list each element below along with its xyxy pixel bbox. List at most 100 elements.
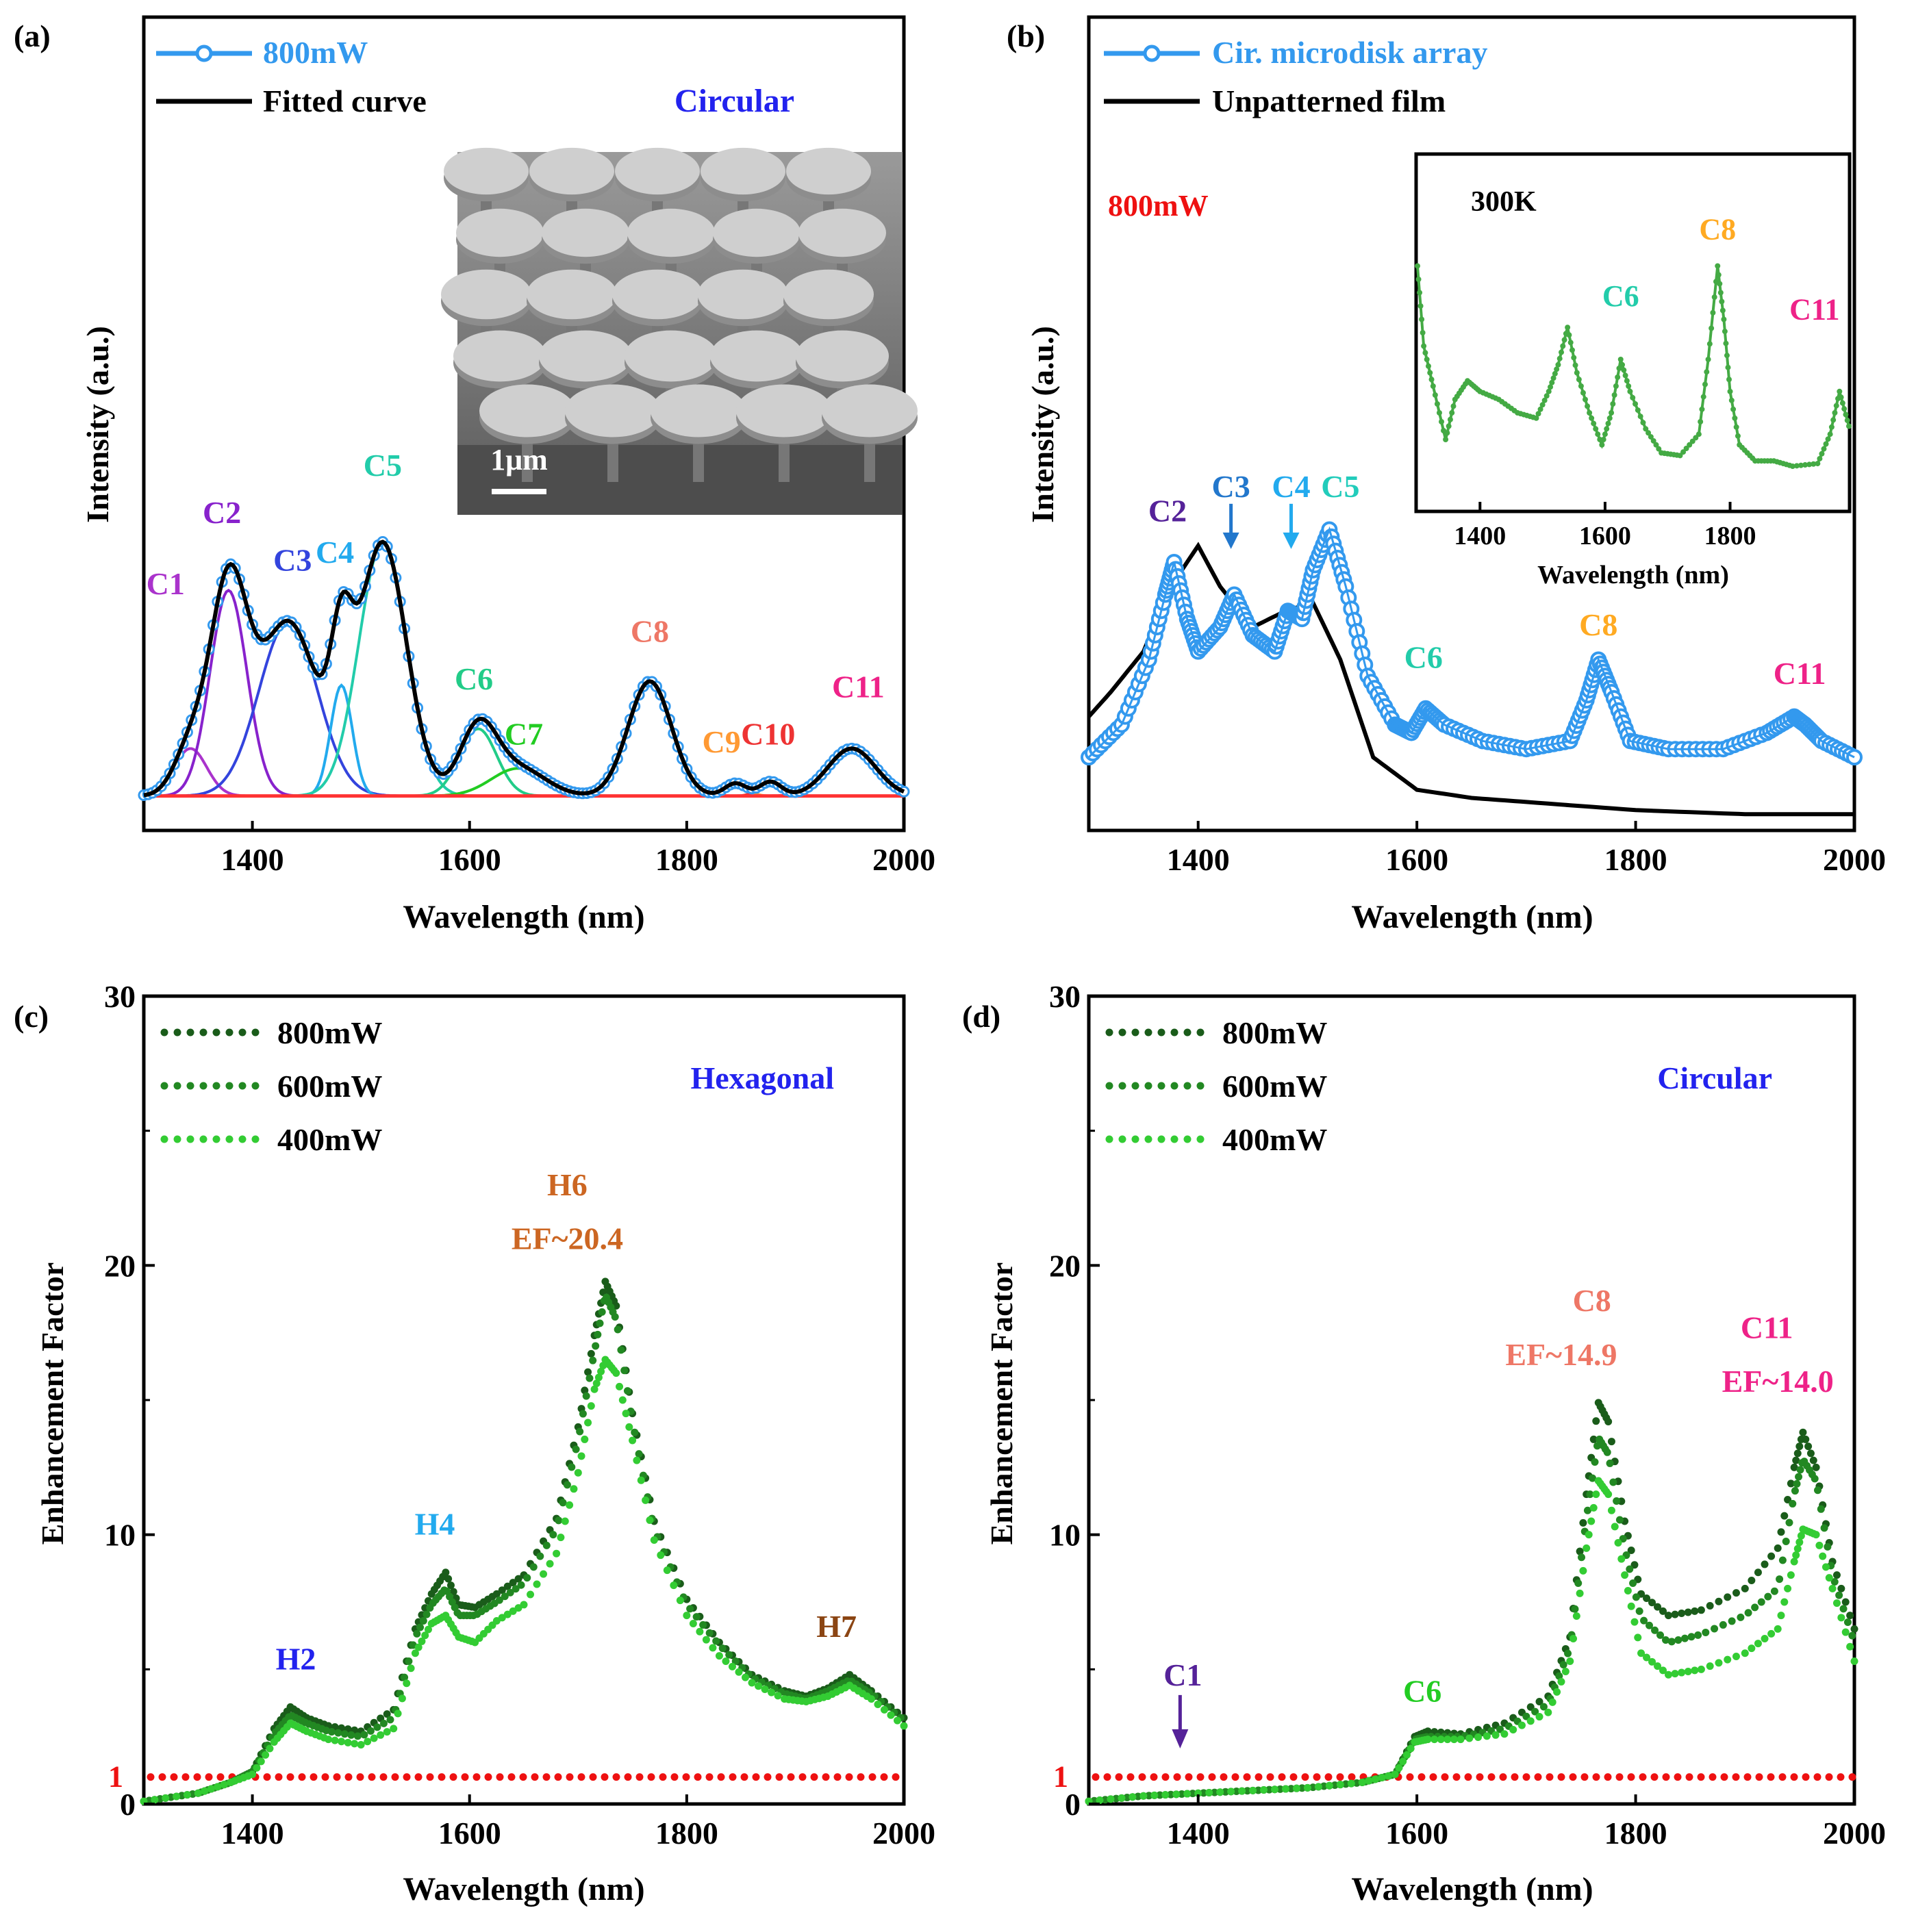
reference-line-dot: [868, 1773, 877, 1781]
inset-data-point: [1609, 410, 1615, 416]
inset-data-point: [1591, 420, 1597, 427]
reference-line-dot: [1220, 1773, 1228, 1781]
reference-line-dot: [181, 1773, 190, 1781]
data-point-400mw: [1671, 1670, 1679, 1678]
data-point-400mw: [220, 1781, 228, 1789]
data-point-600mw: [718, 1644, 727, 1653]
inset-data-point: [1417, 290, 1423, 296]
data-point-400mw: [650, 1536, 658, 1545]
peak-label: H6: [547, 1167, 588, 1202]
inset-data-point: [1605, 420, 1611, 427]
data-point-600mw: [1711, 1625, 1719, 1633]
data-point-400mw: [1589, 1503, 1598, 1512]
legend-marker: [1183, 1028, 1192, 1037]
reference-line-dot: [845, 1773, 853, 1781]
inset-data-point: [1709, 325, 1715, 331]
data-point-400mw: [670, 1581, 678, 1590]
data-point-800mw: [1579, 1518, 1587, 1527]
reference-line-dot: [740, 1773, 748, 1781]
data-point-800mw: [1630, 1561, 1639, 1569]
data-point-400mw: [520, 1601, 528, 1609]
data-point-600mw: [549, 1531, 557, 1539]
legend-marker: [225, 1028, 234, 1037]
legend-marker: [186, 1028, 194, 1037]
reference-line-dot: [1580, 1773, 1589, 1781]
inset-data-point: [1589, 415, 1595, 421]
data-point-400mw: [1407, 1744, 1415, 1753]
data-point-400mw: [398, 1694, 406, 1703]
data-point-600mw: [1744, 1609, 1752, 1617]
data-point-400mw: [364, 1738, 372, 1746]
data-point-400mw: [325, 1736, 333, 1744]
plot-a-content: C1 C2 C3 C4 C5 C6 C7 C8 C9 C10 C11: [138, 448, 910, 802]
data-point-600mw: [1603, 1448, 1611, 1456]
inset-data-point: [1698, 419, 1704, 424]
data-point-600mw: [1719, 1620, 1727, 1629]
data-point-600mw: [353, 1732, 362, 1740]
data-point-600mw: [1606, 1459, 1614, 1467]
data-point-400mw: [338, 1738, 346, 1746]
reference-line-dot: [1802, 1773, 1810, 1781]
inset-data-point: [1827, 431, 1833, 437]
data-point-400mw: [566, 1501, 574, 1509]
y-tick-label: 10: [1049, 1518, 1081, 1553]
data-point-400mw: [1825, 1574, 1833, 1582]
data-point-400mw: [584, 1419, 592, 1427]
data-point-800mw: [1724, 1593, 1732, 1601]
data-point-600mw: [495, 1596, 503, 1604]
legend-marker: [1183, 1135, 1192, 1143]
data-point-400mw: [616, 1382, 624, 1390]
data-point-400mw: [1474, 1733, 1483, 1741]
data-point-600mw: [542, 1541, 551, 1549]
reference-line-dot: [403, 1773, 411, 1781]
data-point-400mw: [1822, 1563, 1830, 1571]
data-point-600mw: [620, 1367, 629, 1375]
data-point-400mw: [1790, 1558, 1798, 1566]
data-point-400mw: [1691, 1666, 1699, 1675]
data-point-400mw: [1378, 1773, 1386, 1781]
legend-marker: [1144, 1082, 1152, 1090]
data-point-600mw: [1830, 1578, 1839, 1586]
inset-data-point: [1815, 461, 1821, 467]
data-point-600mw: [1331, 1781, 1339, 1789]
data-point-400mw: [1096, 1796, 1104, 1804]
data-point-400mw: [1183, 1790, 1192, 1798]
inset-data-point: [1595, 431, 1601, 437]
data-point-600mw: [705, 1629, 714, 1637]
legend-marker: [160, 1135, 168, 1143]
reference-line-dot: [1161, 1773, 1170, 1781]
inset-data-point: [1556, 355, 1563, 361]
peak-label-c8: C8: [631, 613, 669, 648]
data-point-600mw: [1764, 1592, 1772, 1601]
data-point-600mw: [1189, 1790, 1197, 1798]
data-point-800mw: [1671, 1610, 1679, 1618]
data-point-400mw: [594, 1373, 603, 1382]
inset-data-point: [1602, 431, 1608, 437]
legend-marker: [160, 1028, 168, 1037]
data-point-600mw: [568, 1463, 576, 1471]
reference-line-dot: [1336, 1773, 1344, 1781]
disk-top: [539, 330, 632, 382]
reference-line-dot: [1674, 1773, 1682, 1781]
fitted-curve: [143, 539, 905, 798]
data-point-400mw: [1561, 1667, 1570, 1675]
data-point-400mw: [728, 1662, 736, 1670]
data-point-400mw: [1815, 1541, 1824, 1549]
data-point-400mw: [151, 1796, 159, 1804]
legend-marker: [199, 1082, 207, 1090]
data-point-400mw: [625, 1423, 633, 1431]
data-point-400mw: [173, 1792, 181, 1801]
data-point-400mw: [741, 1673, 749, 1681]
data-point-400mw: [893, 1716, 901, 1725]
y-tick-label: 10: [104, 1518, 136, 1553]
data-point-400mw: [683, 1612, 691, 1620]
plot-frame: [142, 994, 906, 1806]
inset-data-point: [1843, 411, 1849, 418]
data-point-400mw: [646, 1516, 654, 1524]
peak-label-c8: C8: [1579, 607, 1617, 642]
inset-data-point: [1630, 394, 1636, 401]
data-point-400mw: [663, 1566, 671, 1575]
data-point-400mw: [1216, 1788, 1224, 1796]
inset-data-point: [1689, 438, 1696, 444]
inset-data-point: [1610, 401, 1616, 407]
